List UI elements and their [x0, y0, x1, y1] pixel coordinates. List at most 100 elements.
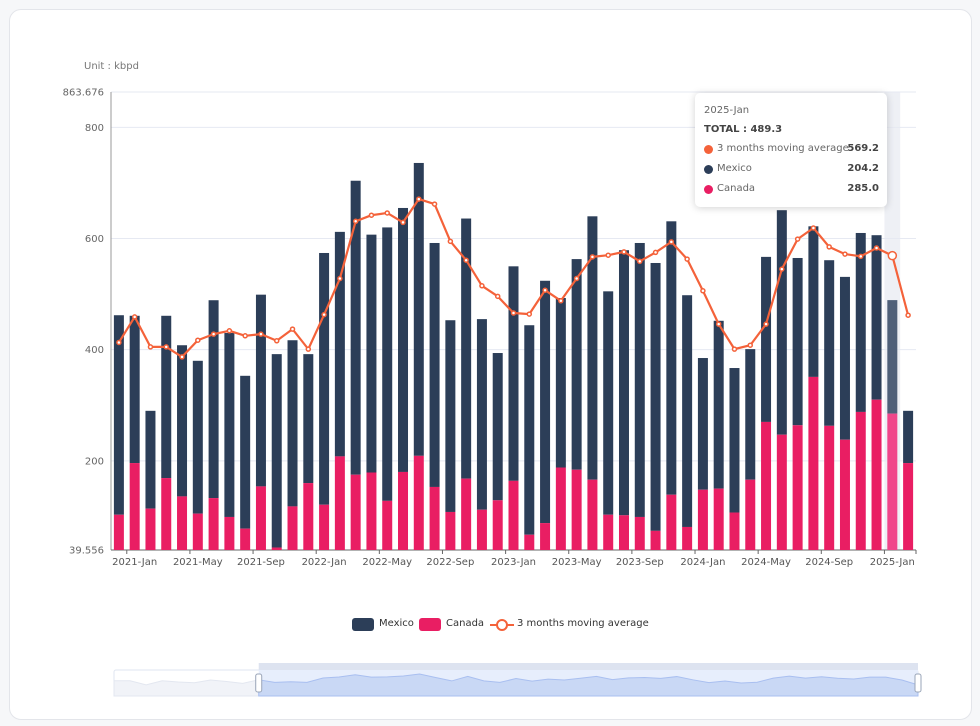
moving-average-point: [242, 333, 248, 339]
bar-mexico: [461, 218, 472, 479]
bar-canada: [366, 472, 377, 550]
bar-canada: [319, 504, 330, 550]
bar-canada: [161, 478, 172, 550]
bar-canada: [524, 534, 535, 550]
moving-average-point: [542, 287, 548, 293]
x-tick-label: 2021-Sep: [237, 557, 285, 568]
bar-canada: [824, 425, 835, 550]
bar-canada: [792, 425, 803, 550]
bar-mexico: [492, 353, 503, 501]
moving-average-point: [416, 196, 422, 202]
bar-canada: [697, 489, 708, 550]
data-zoom-handle-left[interactable]: [255, 673, 263, 693]
bar-canada: [682, 526, 693, 550]
moving-average-point: [368, 212, 375, 218]
bar-mexico: [177, 345, 188, 497]
bar-mexico: [508, 266, 519, 481]
bar-canada: [540, 523, 551, 550]
moving-average-point: [652, 249, 659, 256]
canada-swatch-icon: [419, 618, 441, 631]
bar-mexico: [271, 354, 282, 548]
moving-average-point: [195, 337, 201, 343]
tooltip-row-mexico: Mexico 204.2: [704, 163, 879, 177]
moving-average-point: [858, 253, 864, 260]
moving-average-point: [210, 331, 217, 337]
moving-average-point: [810, 225, 817, 231]
moving-average-point: [400, 219, 406, 226]
x-tick-label: 2021-May: [173, 557, 223, 568]
x-tick-label: 2023-Jan: [491, 557, 536, 568]
bar-canada: [208, 498, 219, 550]
legend-label: Canada: [446, 618, 485, 629]
bar-mexico: [650, 262, 661, 531]
bar-canada: [476, 509, 487, 550]
bar-mexico: [334, 231, 345, 457]
data-zoom-move-handle[interactable]: [258, 663, 919, 670]
bar-canada: [429, 486, 440, 550]
tooltip-total: TOTAL : 489.3: [704, 124, 783, 135]
moving-average-point: [258, 331, 264, 337]
bar-canada: [461, 478, 472, 550]
bar-mexico: [445, 320, 456, 512]
bar-canada: [855, 411, 866, 550]
bar-canada: [287, 506, 298, 550]
bar-canada: [776, 434, 787, 550]
bar-canada: [587, 479, 598, 550]
bar-canada: [334, 456, 345, 550]
moving-average-point: [147, 344, 154, 350]
bar-mexico: [761, 256, 772, 422]
y-tick-label: 800: [85, 123, 104, 134]
bar-mexico: [398, 207, 409, 472]
x-tick-label: 2023-Sep: [616, 557, 664, 568]
bar-mexico: [240, 375, 251, 529]
y-tick-label: 600: [85, 234, 104, 245]
tooltip-row-name: Canada: [717, 183, 756, 194]
canada-dot-icon: [704, 185, 713, 194]
moving-average-point: [700, 288, 706, 294]
moving-average-point: [826, 244, 832, 250]
bar-canada: [350, 474, 361, 550]
bar-mexico: [855, 232, 866, 412]
bar-canada: [808, 376, 819, 550]
y-tick-label: 400: [85, 345, 104, 356]
bar-canada: [192, 513, 203, 550]
bar-mexico: [350, 180, 361, 475]
bar-mexico: [618, 250, 629, 516]
moving-average-point: [463, 257, 469, 263]
data-zoom-selected-preview: [258, 673, 919, 697]
moving-average-point: [779, 266, 785, 272]
bar-canada: [398, 471, 409, 550]
bar-canada: [871, 399, 882, 550]
bar-mexico: [808, 226, 819, 377]
unit-label: Unit : kbpd: [84, 61, 139, 72]
bar-mexico: [192, 360, 203, 514]
bar-canada: [839, 439, 850, 550]
moving-average-point: [226, 328, 233, 334]
data-zoom-handle-right[interactable]: [914, 673, 922, 693]
bar-mexico: [634, 242, 645, 517]
x-tick-label: 2024-May: [741, 557, 791, 568]
bar-canada: [713, 488, 724, 550]
bar-canada: [745, 479, 756, 550]
bar-mexico: [571, 259, 582, 470]
moving-average-dot-icon: [704, 145, 713, 154]
bar-canada: [634, 516, 645, 550]
moving-average-point: [163, 344, 169, 350]
bar-mexico: [319, 252, 330, 505]
moving-average-point: [731, 346, 738, 352]
moving-average-point: [305, 346, 312, 352]
line-marker-icon: [490, 619, 514, 631]
moving-average-point: [763, 321, 769, 327]
x-tick-label: 2023-May: [552, 557, 602, 568]
bar-canada: [555, 467, 566, 550]
x-tick-label: 2022-Sep: [426, 557, 474, 568]
bar-canada: [113, 514, 124, 550]
bar-mexico: [145, 410, 156, 509]
tooltip-row-name: 3 months moving average: [717, 143, 849, 154]
bar-canada: [666, 494, 677, 550]
bar-mexico: [129, 315, 140, 464]
bar-mexico: [682, 295, 693, 527]
moving-average-point: [352, 218, 359, 225]
bar-mexico: [255, 294, 266, 487]
